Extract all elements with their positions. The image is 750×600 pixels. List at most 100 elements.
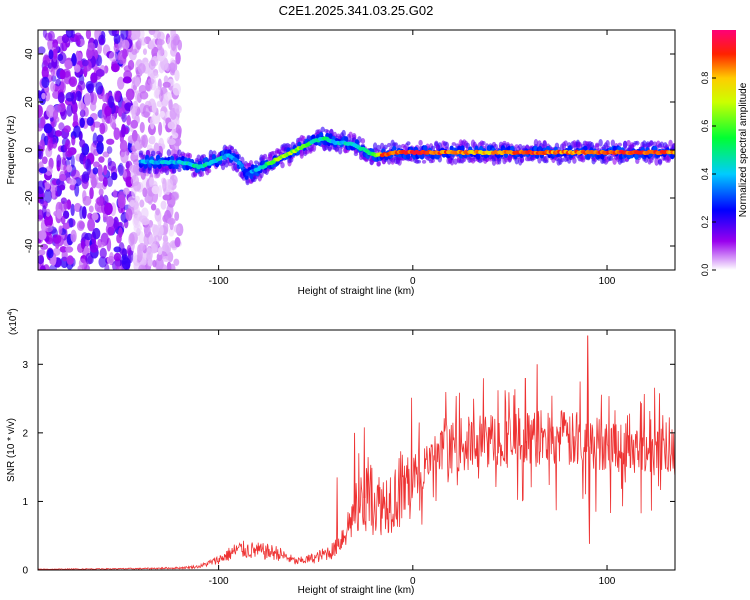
noise-blob xyxy=(108,51,118,62)
noise-blob xyxy=(97,43,102,55)
colorbar-tick-label: 0.0 xyxy=(700,264,710,277)
noise-blob xyxy=(66,150,73,157)
colorbar-tick-label: 0.2 xyxy=(700,216,710,229)
noise-blob xyxy=(50,67,55,77)
noise-blob xyxy=(69,178,77,186)
ridge-halo xyxy=(635,140,640,146)
noise-blob xyxy=(61,158,66,166)
noise-blob xyxy=(79,109,86,118)
noise-blob xyxy=(174,69,180,82)
ridge-halo xyxy=(544,155,549,163)
noise-blob xyxy=(96,196,106,207)
noise-blob xyxy=(171,191,180,201)
noise-blob xyxy=(44,214,53,228)
noise-blob xyxy=(162,240,168,252)
noise-blob xyxy=(90,174,99,186)
noise-blob xyxy=(92,161,100,168)
noise-blob xyxy=(43,189,53,204)
noise-blob xyxy=(60,215,66,225)
noise-blob xyxy=(96,141,104,155)
y-axis-label: SNR (10 * v/v) xyxy=(6,418,17,482)
noise-blob xyxy=(140,135,146,146)
ridge-halo xyxy=(666,155,671,163)
noise-blob xyxy=(149,135,156,145)
frequency-ridge xyxy=(138,126,675,186)
noise-blob xyxy=(157,247,163,256)
noise-blob xyxy=(50,81,56,92)
noise-blob xyxy=(149,72,159,79)
noise-blob xyxy=(92,227,101,240)
x-axis-ticks: -100 0 100 xyxy=(209,30,616,287)
noise-blob xyxy=(118,162,124,177)
ridge-band xyxy=(182,163,187,171)
noise-blob xyxy=(98,174,105,182)
noise-blob xyxy=(162,221,169,236)
spectrogram-chart: -100 0 100 -40 -20 0 20 40 Height of straight … xyxy=(6,29,676,297)
noise-blob xyxy=(174,236,181,248)
noise-blob xyxy=(108,95,115,108)
noise-blob xyxy=(38,46,46,55)
ridge-band xyxy=(460,145,465,152)
noise-blob xyxy=(43,123,53,134)
noise-blob xyxy=(148,234,157,247)
noise-blob xyxy=(154,234,160,248)
colorbar-scale xyxy=(712,30,736,270)
noise-blob xyxy=(108,30,118,37)
noise-blob xyxy=(87,212,93,220)
ridge-halo xyxy=(150,150,156,157)
noise-blob xyxy=(38,249,46,256)
noise-blob xyxy=(59,69,66,80)
noise-blob xyxy=(148,177,154,188)
x-axis-label: Height of straight line (km) xyxy=(298,585,415,596)
noise-blob xyxy=(151,112,161,125)
noise-blob xyxy=(148,59,156,70)
noise-blob xyxy=(74,183,80,197)
ridge-halo xyxy=(580,155,586,161)
colorbar-label: Normalized spectral amplitude xyxy=(738,82,749,217)
noise-blob xyxy=(98,188,104,196)
noise-blob xyxy=(125,208,133,221)
y-tick-label: 2 xyxy=(22,428,28,439)
noise-blob xyxy=(57,102,66,113)
noise-blob xyxy=(81,59,89,67)
noise-blob xyxy=(131,30,141,40)
ridge-halo xyxy=(668,139,673,147)
noise-blob xyxy=(98,34,106,46)
y-tick-label: 40 xyxy=(24,48,35,60)
noise-blob xyxy=(164,91,172,101)
noise-blob xyxy=(120,30,129,40)
ridge-halo xyxy=(453,158,458,165)
noise-blob xyxy=(122,76,132,84)
noise-blob xyxy=(83,92,92,106)
y-tick-label: 3 xyxy=(22,360,28,371)
ridge-halo xyxy=(559,157,565,163)
ridge-halo xyxy=(280,161,285,169)
noise-blob xyxy=(119,139,128,153)
ridge-halo xyxy=(386,142,392,148)
noise-blob xyxy=(102,94,108,103)
noise-blob xyxy=(133,214,140,226)
noise-blob xyxy=(77,80,86,91)
ridge-halo xyxy=(659,141,664,148)
noise-blob xyxy=(84,232,93,241)
ridge-halo xyxy=(563,140,568,147)
noise-blob xyxy=(156,252,163,262)
noise-blob xyxy=(133,252,138,263)
noise-blob xyxy=(117,107,123,117)
noise-blob xyxy=(66,255,74,266)
noise-blob xyxy=(66,104,73,117)
noise-blob xyxy=(42,54,50,67)
x-tick-label: 0 xyxy=(410,276,416,287)
noise-blob xyxy=(88,205,94,213)
noise-blob xyxy=(48,49,54,60)
ridge-halo xyxy=(519,157,525,163)
noise-blob xyxy=(46,104,55,118)
noise-blob xyxy=(162,234,169,243)
noise-blob xyxy=(86,83,94,94)
noise-blob xyxy=(134,195,140,202)
noise-blob xyxy=(139,199,145,208)
noise-blob xyxy=(113,252,122,262)
noise-blob xyxy=(156,224,164,237)
noise-blob xyxy=(63,164,68,174)
ridge-halo xyxy=(304,150,310,155)
